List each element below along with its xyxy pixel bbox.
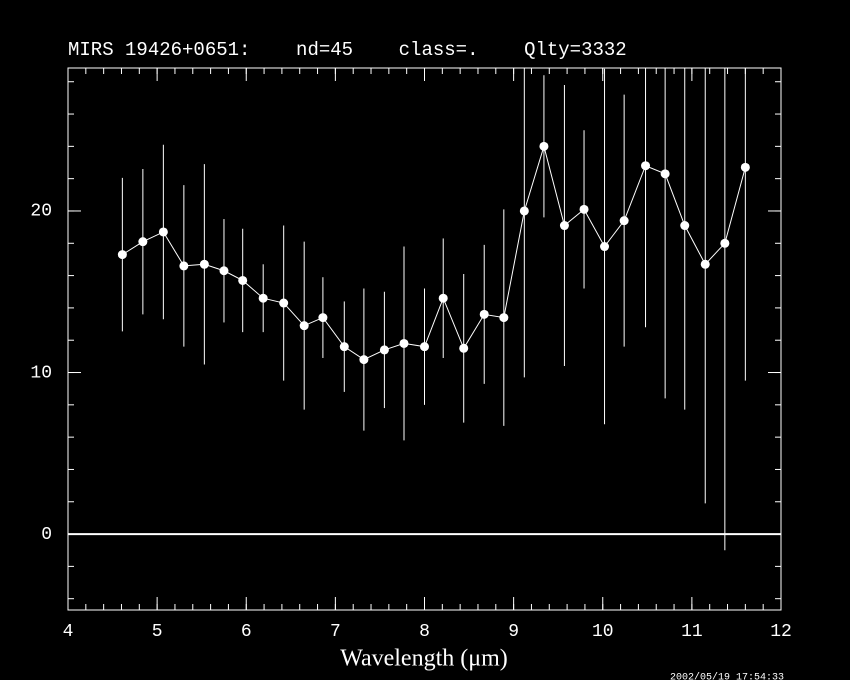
data-point: [379, 345, 389, 355]
data-point: [318, 313, 328, 323]
data-point: [158, 227, 168, 237]
y-tick-label: 10: [30, 363, 52, 383]
x-tick-label: 9: [508, 622, 519, 642]
data-point: [660, 169, 670, 179]
timestamp: 2002/05/19 17:54:33: [670, 672, 784, 680]
data-point: [199, 259, 209, 269]
y-tick-label: 0: [41, 525, 52, 545]
data-point: [299, 321, 309, 331]
x-axis-label: Wavelength (μm): [340, 646, 508, 672]
data-point: [420, 342, 429, 352]
x-tick-label: 5: [152, 622, 163, 642]
data-point: [359, 355, 369, 365]
chart-title: MIRS 19426+0651: nd=45 class=. Qlty=3332: [68, 39, 627, 61]
data-point: [399, 338, 409, 348]
data-point: [438, 293, 448, 303]
data-point: [559, 221, 569, 231]
data-point: [619, 216, 629, 226]
data-point: [499, 313, 509, 323]
data-point: [720, 238, 730, 248]
data-point: [179, 261, 189, 271]
data-point: [279, 298, 289, 308]
plot-area: 4 5 6 7 8 9 10 11 12 0 10 20: [30, 67, 792, 642]
data-group: [117, 68, 750, 551]
data-point: [641, 161, 651, 171]
data-point: [138, 237, 148, 247]
data-point: [238, 275, 248, 285]
x-tick-label: 12: [770, 622, 792, 642]
x-tick-label: 11: [681, 622, 703, 642]
data-point: [539, 141, 549, 151]
data-point: [219, 266, 229, 276]
x-tick-label: 10: [592, 622, 614, 642]
data-point: [339, 342, 349, 352]
x-tick-label: 4: [63, 622, 74, 642]
data-point: [700, 259, 710, 269]
y-tick-label: 20: [30, 202, 52, 222]
data-point: [680, 221, 690, 231]
data-point: [117, 250, 127, 260]
data-point: [258, 293, 268, 303]
data-point: [740, 162, 750, 172]
data-point: [479, 309, 489, 319]
x-tick-label: 6: [241, 622, 252, 642]
data-point: [519, 206, 529, 216]
x-tick-label: 8: [419, 622, 430, 642]
data-point: [459, 343, 469, 353]
data-point: [600, 242, 610, 252]
x-tick-label: 7: [330, 622, 341, 642]
data-point: [579, 204, 589, 214]
